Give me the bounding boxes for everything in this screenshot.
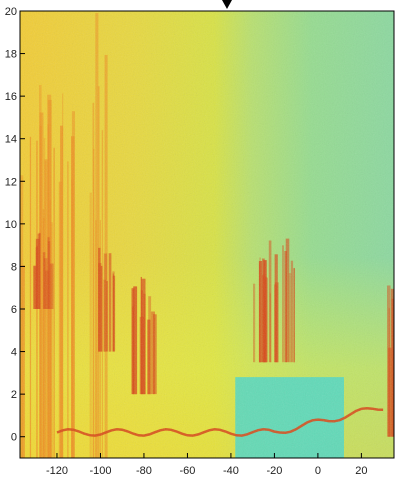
plot-frame <box>19 10 395 459</box>
heatmap-noise <box>20 11 394 458</box>
y-tick-label: 6 <box>11 304 17 316</box>
y-tick-label: 10 <box>5 219 17 231</box>
y-tick-label: 2 <box>11 389 17 401</box>
plot-area <box>20 11 394 458</box>
y-tick-label: 0 <box>11 432 17 444</box>
y-tick-label: 8 <box>11 261 17 273</box>
x-tick-label: -60 <box>179 465 195 477</box>
x-tick-label: -120 <box>46 465 68 477</box>
top-pointer-marker <box>222 0 232 9</box>
y-axis: 0 2 4 6 8 10 12 14 16 18 20 <box>5 6 25 444</box>
y-tick-label: 4 <box>11 347 17 359</box>
y-tick-label: 20 <box>5 6 17 18</box>
y-tick-label: 14 <box>5 134 17 146</box>
y-tick-label: 12 <box>5 176 17 188</box>
x-tick-label: 20 <box>355 465 367 477</box>
x-axis: -120 -100 -80 -60 -40 -20 0 20 <box>46 453 368 477</box>
y-tick-label: 18 <box>5 49 17 61</box>
x-tick-label: -100 <box>89 465 111 477</box>
x-tick-label: -40 <box>223 465 239 477</box>
x-tick-label: -80 <box>136 465 152 477</box>
x-tick-label: 0 <box>315 465 321 477</box>
y-tick-label: 16 <box>5 91 17 103</box>
x-tick-label: -20 <box>266 465 282 477</box>
